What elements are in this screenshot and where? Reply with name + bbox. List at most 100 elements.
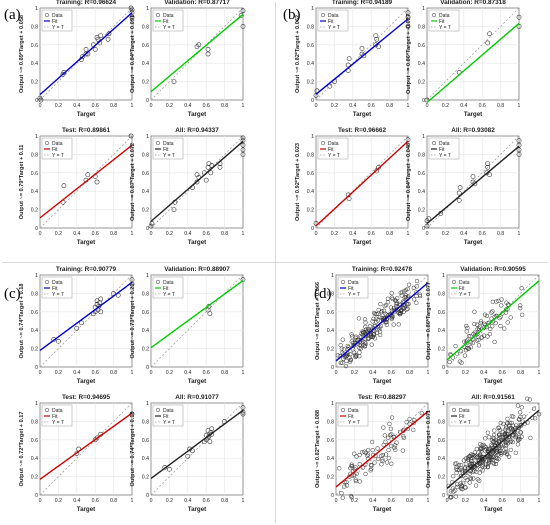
data-point	[518, 303, 523, 308]
fit-line	[315, 140, 409, 227]
data-point	[392, 445, 397, 450]
data-point	[519, 423, 524, 428]
data-point	[365, 447, 371, 453]
data-point	[374, 316, 379, 321]
data-point	[376, 44, 381, 50]
data-point	[359, 450, 365, 455]
data-point	[391, 305, 397, 311]
data-point	[472, 309, 477, 314]
data-point	[472, 453, 477, 458]
data-point	[343, 354, 349, 359]
x-tick-label: 0	[446, 498, 449, 504]
data-point	[516, 23, 522, 29]
y-tick-label: 0.2	[307, 208, 314, 214]
y-tick-label: 0	[146, 493, 149, 499]
ideal-line	[426, 7, 520, 101]
legend-label-data: Data	[328, 141, 339, 147]
data-point	[515, 403, 521, 408]
data-point	[371, 332, 377, 337]
panel-label-d: (d)	[314, 286, 332, 302]
data-point	[209, 163, 215, 168]
x-tick-label: 0.4	[369, 498, 376, 504]
data-point	[406, 282, 412, 287]
y-tick-label: 1	[311, 6, 314, 12]
data-point	[97, 300, 103, 305]
subplot-title: Training: R=0.96624	[56, 0, 117, 6]
data-point	[362, 317, 368, 322]
data-point	[38, 97, 44, 103]
y-tick-label: 0	[146, 226, 149, 232]
x-tick-label: 0.2	[442, 103, 449, 109]
data-point	[384, 460, 390, 465]
data-point	[369, 439, 375, 445]
data-point	[205, 51, 211, 57]
x-tick-label: 0	[335, 370, 338, 376]
y-tick-label: 0.4	[438, 456, 445, 462]
data-point	[479, 335, 484, 340]
data-point	[363, 324, 368, 330]
x-tick-label: 0.4	[184, 231, 191, 237]
x-tick-label: 0.6	[368, 231, 375, 237]
y-tick-label: 0.8	[307, 152, 314, 158]
data-point	[482, 444, 487, 449]
y-tick-label: 0.6	[31, 171, 38, 177]
legend-label-data: Data	[52, 280, 63, 286]
data-point	[402, 295, 407, 300]
data-point	[335, 353, 340, 358]
data-point	[491, 432, 497, 438]
data-point	[349, 462, 354, 467]
y-axis-label: Output ~= 0.85*Target + 0.066	[315, 282, 321, 360]
data-point	[357, 342, 362, 347]
data-point	[353, 337, 358, 343]
y-tick-label: 0.8	[31, 152, 38, 158]
y-tick-label: 0.6	[438, 310, 445, 316]
data-point	[459, 483, 464, 488]
data-point	[465, 345, 470, 351]
data-point	[405, 306, 410, 312]
data-point	[472, 181, 478, 187]
data-point	[378, 301, 383, 307]
data-point	[372, 336, 378, 341]
x-tick-label: 0	[315, 231, 318, 237]
legend-label-data: Data	[163, 13, 174, 19]
legend-label-data: Data	[52, 408, 63, 414]
data-point	[404, 307, 409, 312]
data-point	[488, 454, 493, 459]
fit-line	[150, 279, 244, 349]
data-point	[95, 36, 101, 42]
data-point	[474, 469, 479, 475]
data-point	[454, 466, 459, 471]
data-point	[518, 410, 523, 415]
data-point	[498, 420, 503, 426]
data-point	[411, 420, 417, 425]
data-point	[390, 296, 395, 302]
y-tick-label: 0.2	[31, 347, 38, 353]
data-point	[389, 315, 394, 321]
legend-label-ideal: Y = T	[163, 292, 175, 298]
x-tick-label: 0	[446, 370, 449, 376]
data-point	[477, 324, 483, 329]
data-point	[504, 300, 509, 305]
data-point	[517, 437, 522, 442]
data-point	[449, 494, 454, 500]
x-tick-label: 1	[131, 103, 134, 109]
x-axis-label: Target	[464, 111, 482, 118]
legend-label-ideal: Y = T	[328, 153, 340, 159]
data-point	[499, 297, 504, 302]
y-tick-label: 0.8	[31, 24, 38, 30]
legend-marker-data	[451, 279, 457, 285]
x-tick-label: 0.4	[73, 498, 80, 504]
data-point	[490, 435, 496, 440]
y-tick-label: 0	[35, 226, 38, 232]
data-point	[450, 486, 456, 491]
data-point	[348, 352, 353, 357]
data-point	[474, 322, 480, 327]
data-point	[354, 454, 359, 459]
data-point	[476, 450, 481, 455]
data-point	[491, 454, 496, 459]
data-point	[492, 428, 497, 433]
